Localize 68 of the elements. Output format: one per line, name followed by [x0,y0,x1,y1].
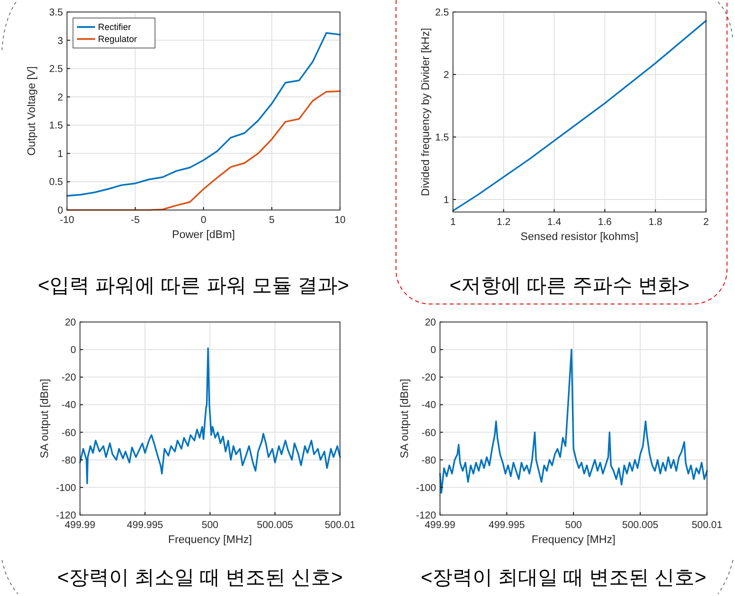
y-tick-label: 1 [57,148,64,160]
legend-label: Rectifier [98,22,132,32]
x-tick-label: 499.995 [126,520,164,531]
x-tick-label: 500 [202,520,219,531]
y-tick-label: 3.5 [49,8,64,18]
x-tick-label: 10 [334,215,346,226]
legend-label: Regulator [98,34,138,44]
line-series [79,347,341,484]
y-tick-label: 20 [424,318,436,328]
x-tick-label: 500 [565,520,582,531]
y-tick-label: 2 [57,92,64,104]
y-axis-title: SA output [dBm] [39,378,51,458]
x-axis-title: Frequency [MHz] [168,534,252,546]
y-tick-label: -100 [416,482,436,494]
y-tick-label: 3 [57,36,64,47]
y-tick-label: -60 [62,428,76,439]
x-axis-title: Frequency [MHz] [532,534,616,546]
x-tick-label: 500.01 [324,520,356,531]
y-tick-label: 1.5 [49,120,64,132]
x-tick-label: 499.99 [424,520,456,531]
y-tick-label: 0 [430,345,436,356]
x-tick-label: 500.005 [256,520,294,531]
y-tick-label: -120 [56,510,76,522]
x-tick-label: 1.6 [598,217,612,228]
line-series [452,20,707,212]
x-tick-label: 500.01 [692,520,723,531]
x-tick-label: 1.2 [496,217,511,228]
y-tick-label: 1.5 [435,132,450,144]
line-series [439,348,708,494]
text: <장력이 최대일 때 변조된 신호> [420,567,706,589]
line-series [66,32,341,197]
text: <저항에 따른 주파수 변화> [449,275,690,297]
y-tick-label: -80 [422,455,436,466]
y-tick-label: 0.5 [49,177,64,188]
line-series [66,90,341,211]
x-tick-label: 1.4 [547,217,562,228]
x-tick-label: 2 [703,217,710,228]
x-axis-title: Sensed resistor [kohms] [520,231,638,243]
y-axis-title: Divided frequency by Divider [kHz] [420,28,432,196]
y-tick-label: 20 [64,318,76,328]
y-tick-label: 0 [57,206,64,216]
x-tick-label: 1.8 [648,217,663,228]
y-tick-label: -100 [56,482,76,494]
x-tick-label: -10 [60,215,75,226]
y-tick-label: 0 [70,345,76,356]
y-axis-title: SA output [dBm] [399,378,411,458]
x-tick-label: 5 [268,215,275,226]
text: <장력이 최소일 때 변조된 신호> [57,567,343,589]
x-tick-label: 500.005 [622,520,659,531]
x-axis-title: Power [dBm] [172,229,235,241]
y-axis-title: Output Voltage [V] [26,66,38,156]
y-tick-label: -20 [422,372,436,384]
x-tick-label: 0 [200,215,207,226]
y-tick-label: -40 [422,400,436,412]
x-tick-label: -5 [130,215,140,226]
text: <입력 파워에 따른 파워 모듈 결과> [38,275,350,297]
y-tick-label: -80 [62,455,76,466]
y-tick-label: -20 [62,372,76,384]
x-tick-label: 1 [450,217,456,228]
y-tick-label: -60 [422,428,436,439]
y-tick-label: 2.5 [435,8,450,18]
y-tick-label: -120 [416,510,436,522]
x-tick-label: 499.995 [488,520,526,531]
y-tick-label: 1 [443,195,450,206]
y-tick-label: 2.5 [49,64,64,76]
x-tick-label: 499.99 [64,520,96,531]
y-tick-label: 2 [443,70,450,81]
y-tick-label: -40 [62,400,76,412]
